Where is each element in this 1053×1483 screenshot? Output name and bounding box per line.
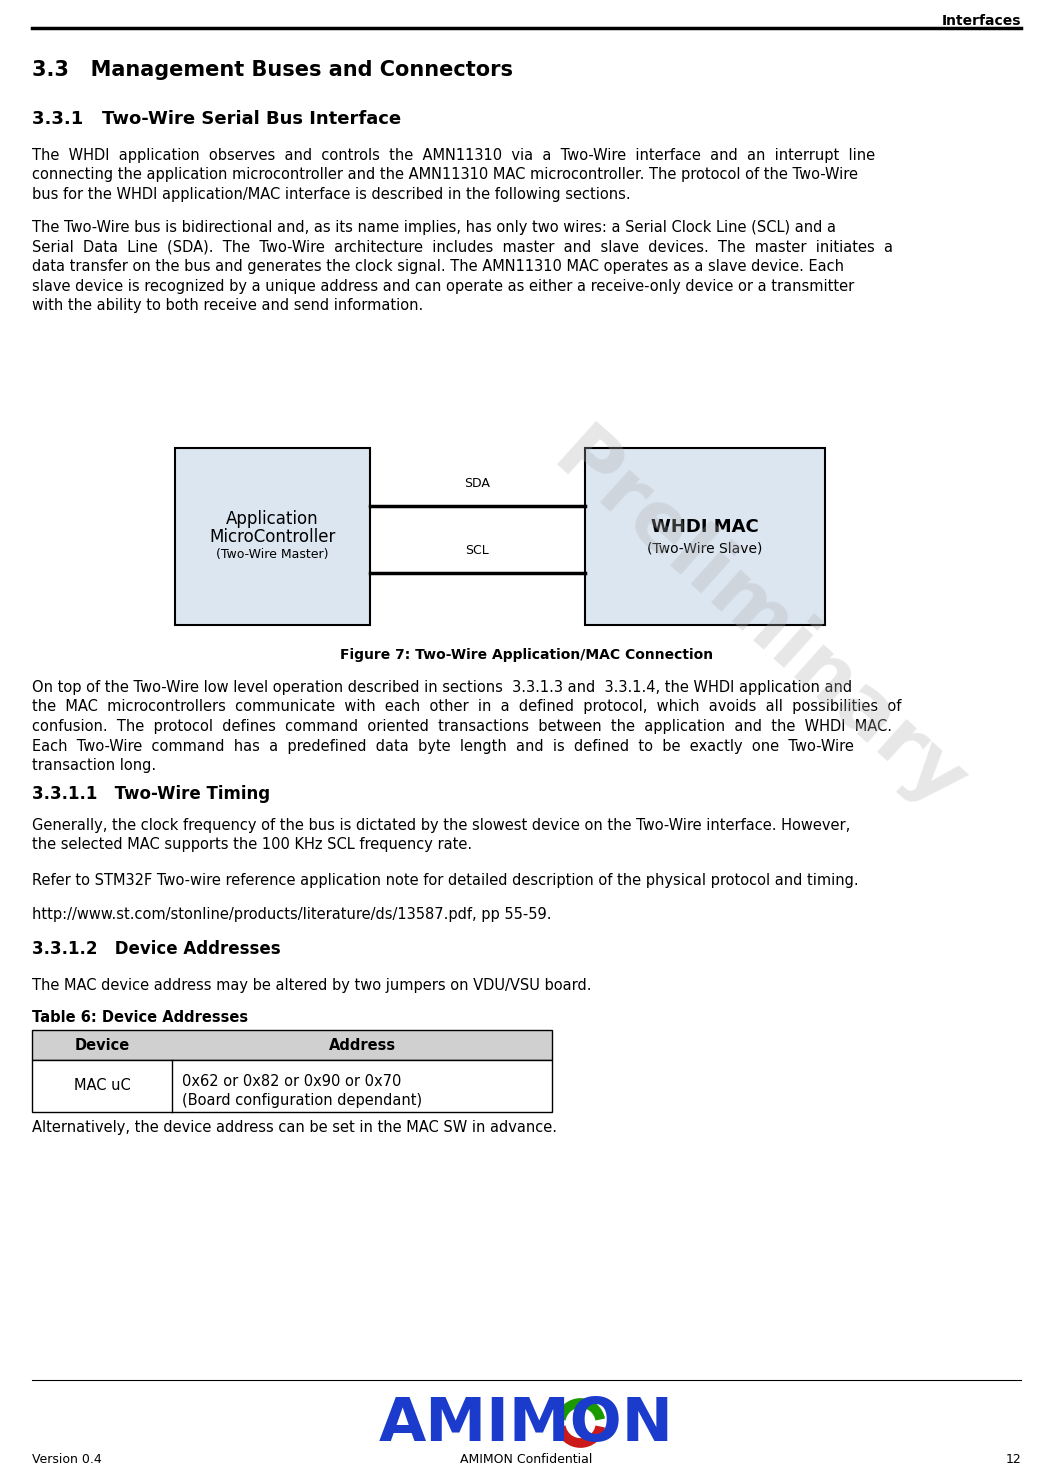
Text: (Two-Wire Master): (Two-Wire Master) [216, 549, 329, 561]
Text: 3.3.1.1   Two-Wire Timing: 3.3.1.1 Two-Wire Timing [32, 785, 271, 802]
Text: 12: 12 [1006, 1453, 1021, 1467]
Text: the selected MAC supports the 100 KHz SCL frequency rate.: the selected MAC supports the 100 KHz SC… [32, 838, 472, 853]
Text: 3.3.1   Two-Wire Serial Bus Interface: 3.3.1 Two-Wire Serial Bus Interface [32, 110, 401, 128]
Text: On top of the Two-Wire low level operation described in sections  3.3.1.3 and  3: On top of the Two-Wire low level operati… [32, 681, 852, 696]
Text: The MAC device address may be altered by two jumpers on VDU/VSU board.: The MAC device address may be altered by… [32, 977, 592, 994]
Text: Preliminary: Preliminary [537, 418, 979, 828]
Text: Generally, the clock frequency of the bus is dictated by the slowest device on t: Generally, the clock frequency of the bu… [32, 819, 850, 833]
Text: MicroController: MicroController [210, 528, 336, 546]
Text: http://www.st.com/stonline/products/literature/ds/13587.pdf, pp 55-59.: http://www.st.com/stonline/products/lite… [32, 908, 552, 922]
Text: slave device is recognized by a unique address and can operate as either a recei: slave device is recognized by a unique a… [32, 279, 854, 294]
Bar [585, 448, 824, 624]
Text: AMIMON: AMIMON [379, 1396, 674, 1453]
Text: Address: Address [329, 1038, 396, 1053]
Text: AMIMON Confidential: AMIMON Confidential [460, 1453, 593, 1467]
Bar [32, 1060, 552, 1112]
Text: Table 6: Device Addresses: Table 6: Device Addresses [32, 1010, 249, 1025]
Bar [175, 448, 370, 624]
Text: Serial  Data  Line  (SDA).  The  Two-Wire  architecture  includes  master  and  : Serial Data Line (SDA). The Two-Wire arc… [32, 239, 893, 255]
Text: The  WHDI  application  observes  and  controls  the  AMN11310  via  a  Two-Wire: The WHDI application observes and contro… [32, 148, 875, 163]
Text: MAC uC: MAC uC [74, 1078, 131, 1093]
Text: Version 0.4: Version 0.4 [32, 1453, 102, 1467]
Text: (Board configuration dependant): (Board configuration dependant) [182, 1093, 422, 1108]
Text: transaction long.: transaction long. [32, 758, 156, 773]
Text: Figure 7: Two-Wire Application/MAC Connection: Figure 7: Two-Wire Application/MAC Conne… [340, 648, 713, 661]
Text: 3.3   Management Buses and Connectors: 3.3 Management Buses and Connectors [32, 59, 513, 80]
Text: WHDI MAC: WHDI MAC [651, 518, 759, 535]
Text: with the ability to both receive and send information.: with the ability to both receive and sen… [32, 298, 423, 313]
Text: Application: Application [226, 510, 319, 528]
Text: Alternatively, the device address can be set in the MAC SW in advance.: Alternatively, the device address can be… [32, 1120, 557, 1134]
Text: (Two-Wire Slave): (Two-Wire Slave) [648, 541, 762, 556]
Text: Device: Device [75, 1038, 130, 1053]
Text: SCL: SCL [465, 544, 490, 558]
Text: Interfaces: Interfaces [941, 13, 1021, 28]
Text: The Two-Wire bus is bidirectional and, as its name implies, has only two wires: : The Two-Wire bus is bidirectional and, a… [32, 219, 836, 234]
Text: data transfer on the bus and generates the clock signal. The AMN11310 MAC operat: data transfer on the bus and generates t… [32, 260, 845, 274]
Bar [32, 1031, 552, 1060]
Text: 3.3.1.2   Device Addresses: 3.3.1.2 Device Addresses [32, 940, 281, 958]
Text: SDA: SDA [464, 478, 491, 489]
Text: confusion.  The  protocol  defines  command  oriented  transactions  between  th: confusion. The protocol defines command … [32, 719, 892, 734]
Text: 0x62 or 0x82 or 0x90 or 0x70: 0x62 or 0x82 or 0x90 or 0x70 [182, 1074, 401, 1089]
Text: Each  Two-Wire  command  has  a  predefined  data  byte  length  and  is  define: Each Two-Wire command has a predefined d… [32, 739, 854, 753]
Text: bus for the WHDI application/MAC interface is described in the following section: bus for the WHDI application/MAC interfa… [32, 187, 631, 202]
Text: Refer to STM32F Two-wire reference application note for detailed description of : Refer to STM32F Two-wire reference appli… [32, 873, 858, 888]
Text: the  MAC  microcontrollers  communicate  with  each  other  in  a  defined  prot: the MAC microcontrollers communicate wit… [32, 700, 901, 715]
Text: connecting the application microcontroller and the AMN11310 MAC microcontroller.: connecting the application microcontroll… [32, 168, 858, 182]
